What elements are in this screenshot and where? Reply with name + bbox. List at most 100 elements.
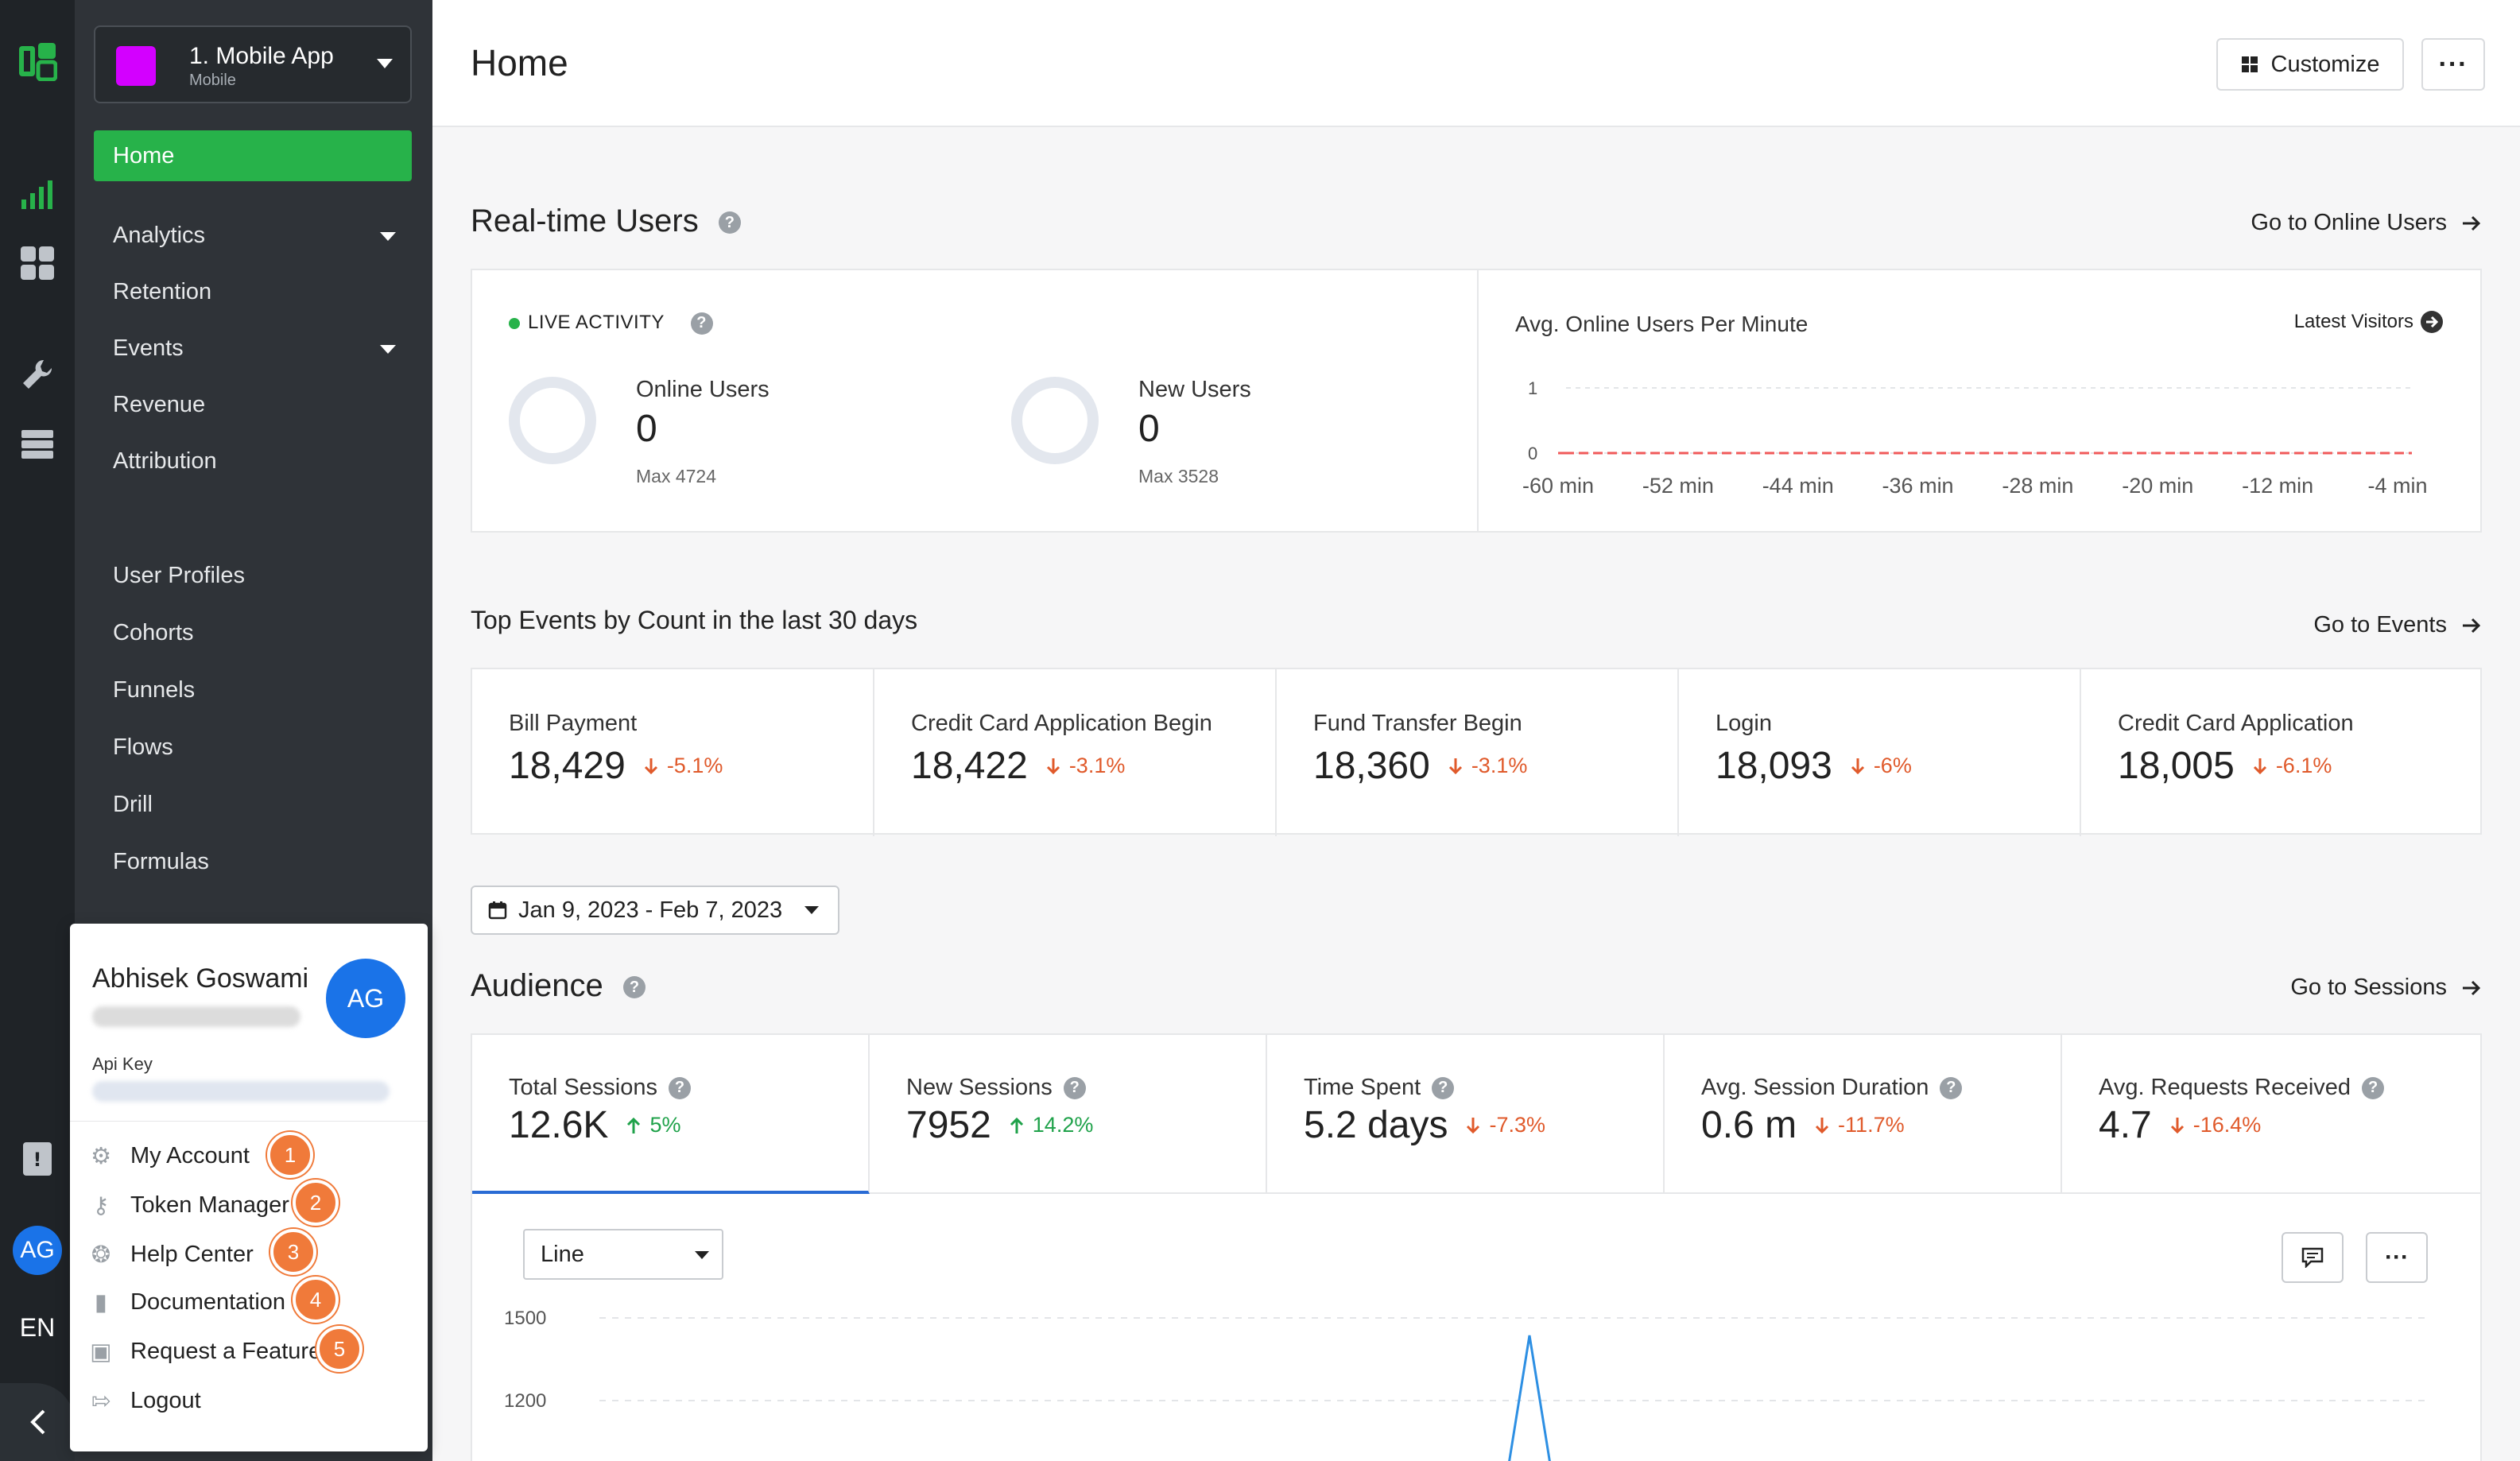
arrow-up-icon xyxy=(1010,1117,1023,1134)
live-activity-text: LIVE ACTIVITY xyxy=(528,312,665,333)
event-delta: -6% xyxy=(1848,754,1912,778)
date-range-value: Jan 9, 2023 - Feb 7, 2023 xyxy=(518,897,783,923)
clipboard-help-icon[interactable]: ! xyxy=(16,1137,59,1180)
analytics-icon[interactable] xyxy=(16,173,59,216)
date-range-picker[interactable]: Jan 9, 2023 - Feb 7, 2023 xyxy=(471,886,839,935)
sidebar-item-retention[interactable]: Retention xyxy=(113,279,212,304)
dashboard-grid-icon[interactable] xyxy=(16,242,59,285)
metric-delta: 5% xyxy=(624,1113,680,1137)
metric-tab-avg-requests-received[interactable]: Avg. Requests Received? 4.7 -16.4% xyxy=(2062,1035,2480,1194)
help-icon[interactable]: ? xyxy=(2362,1076,2385,1099)
metric-value: 4.7 xyxy=(2099,1104,2152,1146)
app-name: 1. Mobile App xyxy=(189,43,334,69)
sidebar-item-user-profiles[interactable]: User Profiles xyxy=(113,563,245,588)
top-events-card: Bill Payment 18,429 -5.1% Credit Card Ap… xyxy=(471,668,2483,836)
audience-title: Audience xyxy=(471,968,603,1003)
top-events-title: Top Events by Count in the last 30 days xyxy=(471,606,918,634)
event-name: Login xyxy=(1716,711,1772,736)
chevron-left-icon xyxy=(30,1409,45,1435)
menu-item-request-feature[interactable]: ▣ Request a Feature xyxy=(90,1339,321,1365)
go-to-sessions-link[interactable]: Go to Sessions xyxy=(2290,975,2482,1001)
event-count: 18,422 xyxy=(911,745,1028,787)
event-count: 18,005 xyxy=(2118,745,2235,787)
collapse-sidebar-button[interactable] xyxy=(0,1383,75,1461)
user-avatar[interactable]: AG xyxy=(13,1226,62,1275)
grid-icon xyxy=(2241,56,2258,72)
help-icon[interactable]: ? xyxy=(1432,1076,1455,1099)
menu-item-help-center[interactable]: ❂ Help Center xyxy=(91,1242,254,1268)
chart-type-value: Line xyxy=(541,1242,584,1267)
page-title: Home xyxy=(471,42,568,83)
metric-tab-new-sessions[interactable]: New Sessions? 7952 14.2% xyxy=(870,1035,1267,1194)
chart-type-select[interactable]: Line xyxy=(523,1229,723,1280)
comment-icon xyxy=(2301,1247,2324,1268)
new-users-value: 0 xyxy=(1138,408,1160,450)
event-name: Bill Payment xyxy=(509,711,638,736)
wrench-icon[interactable] xyxy=(16,353,59,396)
series-line xyxy=(1508,1335,1551,1461)
live-indicator-icon xyxy=(509,317,520,329)
help-icon[interactable]: ? xyxy=(718,211,741,234)
arrow-right-icon xyxy=(2463,618,2481,633)
arrow-down-icon xyxy=(1046,758,1060,774)
arrow-right-icon xyxy=(2463,215,2481,231)
metric-tab-total-sessions[interactable]: Total Sessions? 12.6K 5% xyxy=(472,1035,870,1194)
sidebar-item-revenue[interactable]: Revenue xyxy=(113,392,206,417)
chevron-down-icon[interactable] xyxy=(380,345,396,354)
help-icon[interactable]: ? xyxy=(669,1076,691,1099)
sidebar-item-flows[interactable]: Flows xyxy=(113,734,173,760)
latest-visitors-link[interactable]: Latest Visitors xyxy=(2294,310,2444,334)
api-key-redacted[interactable] xyxy=(92,1081,390,1102)
annotation-button[interactable] xyxy=(2282,1232,2344,1283)
menu-item-documentation[interactable]: ▮ Documentation xyxy=(92,1289,285,1316)
online-users-chart: 1 0 -60 min -52 min -44 min -36 min -28 min -20… xyxy=(1522,378,2428,498)
more-options-button[interactable]: ··· xyxy=(2421,38,2485,91)
metric-delta: -16.4% xyxy=(2168,1113,2261,1137)
help-icon[interactable]: ? xyxy=(1063,1076,1086,1099)
language-switch[interactable]: EN xyxy=(19,1313,56,1342)
menu-item-token-manager[interactable]: ⚷ Token Manager xyxy=(92,1192,289,1219)
menu-item-logout[interactable]: ⇰ Logout xyxy=(91,1388,201,1414)
sidebar-item-analytics[interactable]: Analytics xyxy=(113,223,206,248)
sidebar-item-attribution[interactable]: Attribution xyxy=(113,448,217,474)
svg-text:!: ! xyxy=(33,1149,42,1171)
database-icon[interactable] xyxy=(16,423,59,466)
app-color-swatch xyxy=(116,46,156,86)
sidebar-item-events[interactable]: Events xyxy=(113,335,184,361)
go-to-online-users-link[interactable]: Go to Online Users xyxy=(2251,210,2482,236)
customize-button[interactable]: Customize xyxy=(2216,38,2404,91)
api-key-label: Api Key xyxy=(92,1054,153,1074)
logo-icon[interactable] xyxy=(16,40,59,83)
step-badge: 5 xyxy=(316,1326,362,1372)
arrow-down-icon xyxy=(1448,758,1462,774)
y-tick-label: 1 xyxy=(1528,378,1537,398)
arrow-down-icon xyxy=(644,758,657,774)
customize-label: Customize xyxy=(2270,51,2380,77)
event-tile[interactable]: Credit Card Application 18,005 -6.1% xyxy=(2081,669,2483,836)
metric-tab-avg-session-duration[interactable]: Avg. Session Duration? 0.6 m -11.7% xyxy=(1665,1035,2062,1194)
sidebar-item-cohorts[interactable]: Cohorts xyxy=(113,620,194,645)
menu-item-my-account[interactable]: ⚙ My Account xyxy=(91,1143,250,1169)
go-to-events-link[interactable]: Go to Events xyxy=(2313,612,2482,638)
realtime-title: Real-time Users xyxy=(471,203,699,238)
app-selector[interactable]: 1. Mobile App Mobile xyxy=(94,25,412,103)
event-tile[interactable]: Bill Payment 18,429 -5.1% xyxy=(472,669,874,836)
event-delta: -6.1% xyxy=(2251,754,2332,778)
help-icon[interactable]: ? xyxy=(1940,1076,1963,1099)
event-tile[interactable]: Fund Transfer Begin 18,360 -3.1% xyxy=(1277,669,1679,836)
x-tick-label: -4 min xyxy=(2367,474,2427,498)
event-tile[interactable]: Credit Card Application Begin 18,422 -3.… xyxy=(874,669,1277,836)
event-tile[interactable]: Login 18,093 -6% xyxy=(1679,669,2081,836)
help-icon[interactable]: ? xyxy=(690,312,713,335)
y-tick-label: 1500 xyxy=(504,1308,546,1329)
sidebar-item-formulas[interactable]: Formulas xyxy=(113,849,209,874)
chevron-down-icon[interactable] xyxy=(380,232,396,241)
help-icon[interactable]: ? xyxy=(622,976,646,999)
x-tick-label: -28 min xyxy=(2002,474,2073,498)
sidebar-item-funnels[interactable]: Funnels xyxy=(113,677,196,703)
sidebar-item-drill[interactable]: Drill xyxy=(113,792,153,817)
metric-tab-time-spent[interactable]: Time Spent? 5.2 days -7.3% xyxy=(1267,1035,1665,1194)
user-menu-avatar: AG xyxy=(326,959,405,1038)
sidebar-item-home[interactable]: Home xyxy=(94,130,412,181)
chart-more-button[interactable]: ··· xyxy=(2366,1232,2428,1283)
